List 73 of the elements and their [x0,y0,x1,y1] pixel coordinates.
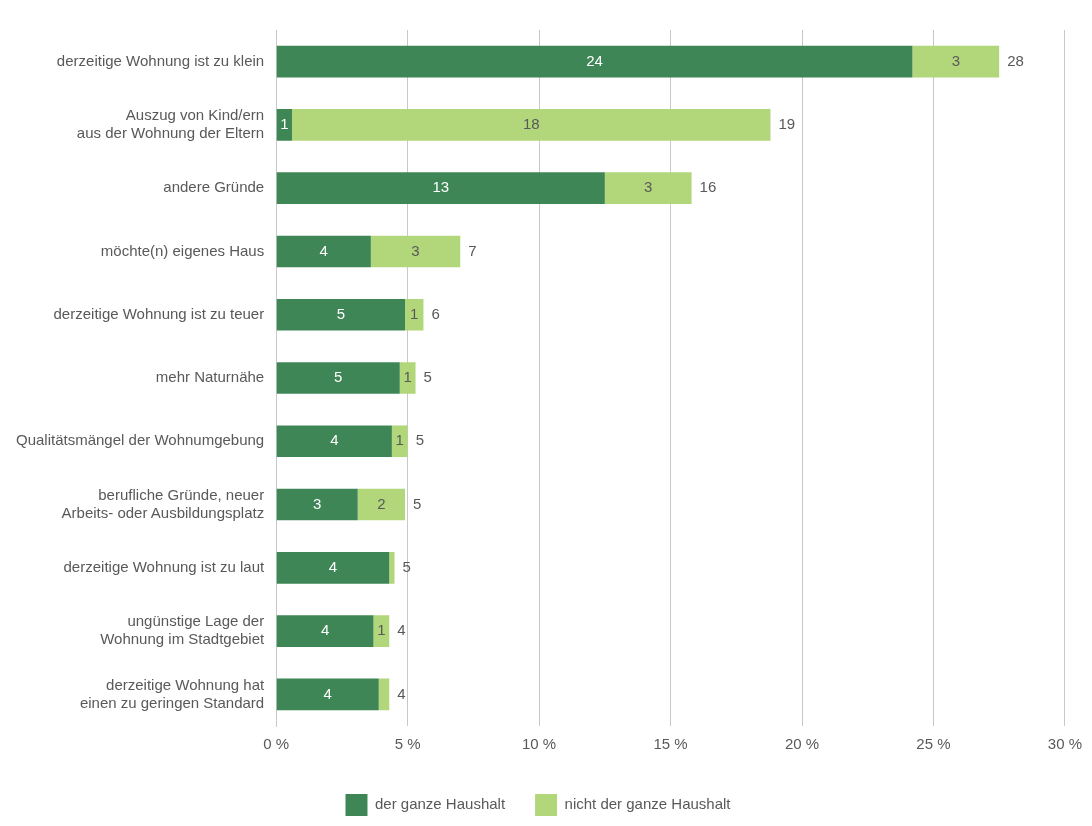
total-label: 4 [397,684,406,702]
total-label: 19 [778,115,796,133]
x-tick-label: 20 % [784,735,820,753]
data-label: 1 [280,115,289,133]
data-label: 4 [328,557,338,575]
legend-label: der ganze Haushalt [374,795,506,813]
y-tick-label: derzeitige Wohnung hat einen zu geringen Standard [79,675,266,711]
total-label: 5 [402,557,411,575]
legend-label: nicht der ganze Haushalt [564,795,732,813]
bar [912,45,1000,78]
bar [405,298,424,331]
data-label: 5 [336,304,346,322]
bar [370,235,461,268]
bar [276,235,371,268]
data-label: 1 [377,621,386,639]
y-tick-label: mehr Naturnähe [155,368,265,386]
data-label: 5 [334,368,343,386]
x-tick-label: 10 % [522,735,557,753]
data-label: 2 [377,494,386,512]
data-label: 4 [319,241,328,259]
total-label: 6 [431,304,440,322]
bar [276,425,392,458]
bar [276,678,379,711]
y-tick-label: möchte(n) eigenes Haus [100,241,265,259]
data-label: 1 [410,304,419,322]
data-label: 1 [395,431,404,449]
total-label: 5 [423,368,432,386]
bar [389,552,395,584]
bar [276,615,374,647]
y-tick-label: andere Gründe [163,178,265,196]
data-label: 3 [411,241,420,259]
x-tick-label: 25 % [916,735,951,753]
bar [357,488,406,521]
total-label: 16 [699,178,717,196]
bar [391,425,408,458]
total-label: 5 [415,431,424,449]
bar [604,172,692,204]
data-label: 1 [403,368,412,386]
data-label: 18 [522,115,540,133]
bar [276,552,390,584]
y-tick-label: Auszug von Kind/ern aus der Wohnung der Eltern [76,106,265,142]
total-label: 4 [397,621,406,639]
data-label: 3 [951,51,960,69]
y-tick-label: ungünstige Lage der Wohnung im Stadtgebiet [100,612,266,648]
bar [276,172,605,204]
x-tick-label: 15 % [653,735,688,753]
total-label: 28 [1007,51,1024,69]
x-tick-label: 0 % [263,735,290,753]
data-label: 3 [644,178,653,196]
bar [276,298,406,331]
bar [276,109,292,141]
data-label: 24 [586,51,603,69]
total-label: 5 [413,494,422,512]
y-tick-label: derzeitige Wohnung ist zu laut [63,557,266,575]
y-tick-label: derzeitige Wohnung ist zu teuer [53,304,265,322]
y-tick-label: derzeitige Wohnung ist zu klein [56,51,265,69]
x-tick-label: 30 % [1047,735,1083,753]
data-label: 4 [330,431,339,449]
data-label: 3 [313,494,322,512]
data-label: 4 [320,621,330,639]
bar [291,109,771,141]
bar [373,615,390,647]
total-label: 7 [468,241,477,259]
bar [276,362,400,394]
bar [399,362,416,394]
x-tick-label: 5 % [394,735,421,753]
y-tick-label: Qualitätsmängel der Wohnumgebung [15,431,265,449]
data-label: 13 [432,178,450,196]
bar [276,488,358,521]
bar [276,45,913,78]
data-label: 4 [323,684,332,702]
bar [378,678,390,711]
y-tick-label: berufliche Gründe, neuer Arbeits- oder Ausbildungsplatz [61,485,265,521]
